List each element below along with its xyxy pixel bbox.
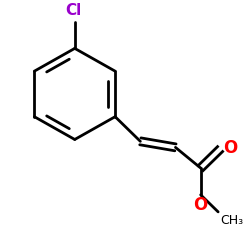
Text: Cl: Cl — [65, 2, 82, 18]
Text: O: O — [194, 196, 208, 214]
Text: O: O — [223, 139, 238, 157]
Text: CH₃: CH₃ — [220, 214, 244, 227]
